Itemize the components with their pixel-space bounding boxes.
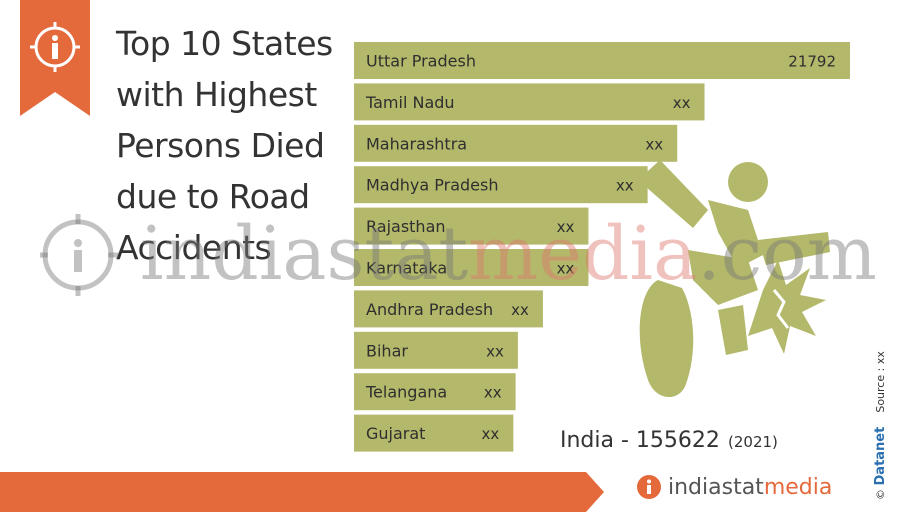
footer-band (0, 472, 604, 512)
source-label: Source : xx (874, 351, 887, 413)
bar (354, 166, 648, 204)
category-label: Madhya Pradesh (366, 176, 499, 195)
bar-chart: Uttar Pradesh 21792 Tamil Nadu xx Maharashtr… (354, 42, 850, 452)
india-total: India - 155622 (560, 428, 720, 453)
bar (354, 207, 589, 245)
watermark-part: media (468, 211, 698, 297)
category-label: Rajasthan (366, 217, 446, 236)
category-label: Tamil Nadu (365, 93, 455, 112)
data-label: xx (557, 218, 575, 236)
title-line: Persons Died (116, 126, 325, 165)
data-label: xx (645, 135, 663, 153)
data-label: xx (673, 94, 691, 112)
bar (354, 290, 543, 328)
category-label: Maharashtra (366, 134, 467, 153)
brand-logo[interactable]: indiastatmedia (636, 470, 832, 504)
year-label: (2021) (728, 433, 778, 451)
bar (354, 83, 705, 121)
side-credit: © Datanet Source : xx (869, 340, 899, 510)
bar (354, 373, 516, 411)
title-line: Top 10 States (116, 24, 333, 63)
brand-name: indiastat (668, 474, 764, 500)
watermark-part: indiastat (140, 211, 469, 297)
watermark: indiastatmedia.com (140, 214, 877, 294)
category-label: Andhra Pradesh (366, 300, 493, 319)
category-label: Gujarat (366, 424, 425, 443)
category-label: Uttar Pradesh (366, 52, 476, 71)
category-label: Telangana (365, 383, 447, 402)
bar (354, 331, 518, 369)
title-line: Accidents (116, 228, 272, 267)
brand-name-accent: media (763, 474, 833, 500)
data-label: xx (557, 260, 575, 278)
category-label: Karnataka (366, 259, 447, 278)
data-label: xx (616, 177, 634, 195)
motorcycle-crash-icon (638, 160, 830, 398)
title-line: with Highest (116, 75, 317, 114)
watermark-icon (40, 214, 118, 296)
title-line: due to Road (116, 177, 310, 216)
info-icon (30, 22, 80, 72)
info-badge (20, 0, 90, 116)
bar (354, 124, 678, 162)
info-icon (637, 475, 661, 499)
bar (354, 42, 850, 79)
watermark-part: .com (697, 211, 877, 297)
datanet-label: Datanet (873, 426, 888, 486)
data-label: xx (482, 425, 500, 443)
data-label: 21792 (788, 53, 836, 71)
data-label: xx (511, 301, 529, 319)
data-label: xx (486, 342, 504, 360)
data-label: xx (484, 384, 502, 402)
bar (354, 249, 589, 286)
chart-title: Top 10 States with Highest Persons Died … (116, 18, 346, 273)
copyright-symbol: © (874, 489, 887, 500)
bar (354, 414, 514, 452)
category-label: Bihar (366, 341, 408, 360)
